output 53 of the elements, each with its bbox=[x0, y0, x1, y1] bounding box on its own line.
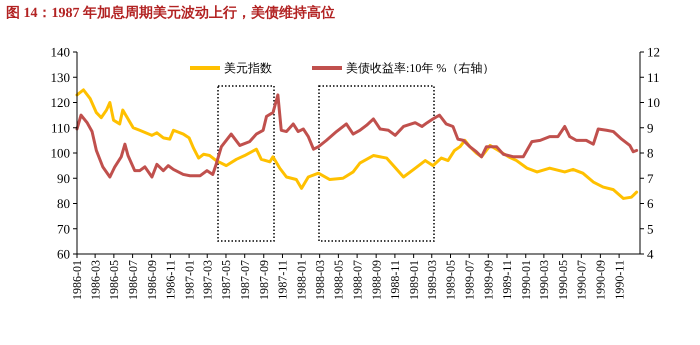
y-tick-label: 130 bbox=[50, 70, 70, 85]
y2-tick-label: 9 bbox=[647, 120, 654, 136]
line-series bbox=[76, 93, 638, 178]
y2-tick-label: 12 bbox=[647, 44, 660, 60]
x-tick-label: 1987-03 bbox=[200, 260, 214, 300]
x-tick-label: 1988-07 bbox=[350, 260, 364, 300]
x-tick-label: 1990-01 bbox=[518, 260, 533, 300]
x-tick-label: 1989-09 bbox=[481, 260, 496, 300]
y-tick-label: 120 bbox=[50, 95, 70, 110]
y2-tick-label: 6 bbox=[647, 196, 654, 212]
y2-tick-label: 10 bbox=[647, 95, 660, 110]
x-tick-label: 1987-01 bbox=[182, 260, 196, 300]
x-tick-label: 1988-11 bbox=[388, 260, 402, 300]
y2-tick-label: 5 bbox=[647, 221, 654, 236]
x-tick-label: 1986-07 bbox=[126, 260, 140, 300]
chart-title: 图 14：1987 年加息周期美元波动上行，美债维持高位 bbox=[6, 4, 335, 21]
x-tick-label: 1990-09 bbox=[594, 260, 608, 300]
x-tick-label: 1986-05 bbox=[107, 260, 122, 300]
y-tick-label: 90 bbox=[57, 170, 70, 186]
y-tick-label: 60 bbox=[57, 246, 70, 262]
x-tick-label: 1989-05 bbox=[444, 260, 458, 300]
x-tick-label: 1986-03 bbox=[88, 260, 102, 300]
line-series bbox=[76, 88, 638, 200]
x-tick-label: 1986-01 bbox=[70, 260, 84, 300]
y-tick-label: 110 bbox=[50, 120, 70, 136]
x-tick-label: 1989-07 bbox=[462, 260, 476, 300]
x-tick-label: 1989-03 bbox=[424, 260, 439, 300]
x-tick-label: 1990-11 bbox=[612, 260, 626, 300]
y2-tick-label: 4 bbox=[647, 246, 654, 262]
y-tick-label: 140 bbox=[50, 44, 70, 60]
x-tick-label: 1990-05 bbox=[556, 260, 570, 300]
x-tick-label: 1987-07 bbox=[238, 260, 252, 300]
legend-label: 美元指数 bbox=[224, 61, 272, 76]
x-tick-label: 1989-01 bbox=[406, 260, 421, 300]
y-tick-label: 100 bbox=[50, 146, 70, 161]
x-tick-label: 1990-03 bbox=[537, 260, 552, 300]
x-tick-label: 1986-09 bbox=[144, 260, 159, 300]
y2-tick-label: 11 bbox=[647, 70, 660, 85]
x-tick-label: 1990-07 bbox=[574, 260, 589, 300]
x-tick-label: 1987-11 bbox=[276, 260, 290, 300]
x-tick-label: 1988-09 bbox=[369, 260, 384, 300]
y-tick-label: 70 bbox=[57, 221, 70, 236]
x-tick-label: 1986-11 bbox=[164, 260, 178, 300]
x-tick-label: 1988-05 bbox=[332, 260, 346, 300]
y2-tick-label: 8 bbox=[647, 146, 654, 161]
y2-tick-label: 7 bbox=[647, 170, 654, 186]
x-tick-label: 1988-03 bbox=[312, 260, 327, 300]
y-tick-label: 80 bbox=[57, 196, 70, 212]
x-tick-label: 1987-05 bbox=[219, 260, 234, 300]
legend-label: 美债收益率:10年 %（右轴） bbox=[346, 61, 494, 76]
x-tick-label: 1989-11 bbox=[500, 260, 514, 300]
x-tick-label: 1988-01 bbox=[294, 260, 308, 300]
x-tick-label: 1987-09 bbox=[256, 260, 271, 300]
